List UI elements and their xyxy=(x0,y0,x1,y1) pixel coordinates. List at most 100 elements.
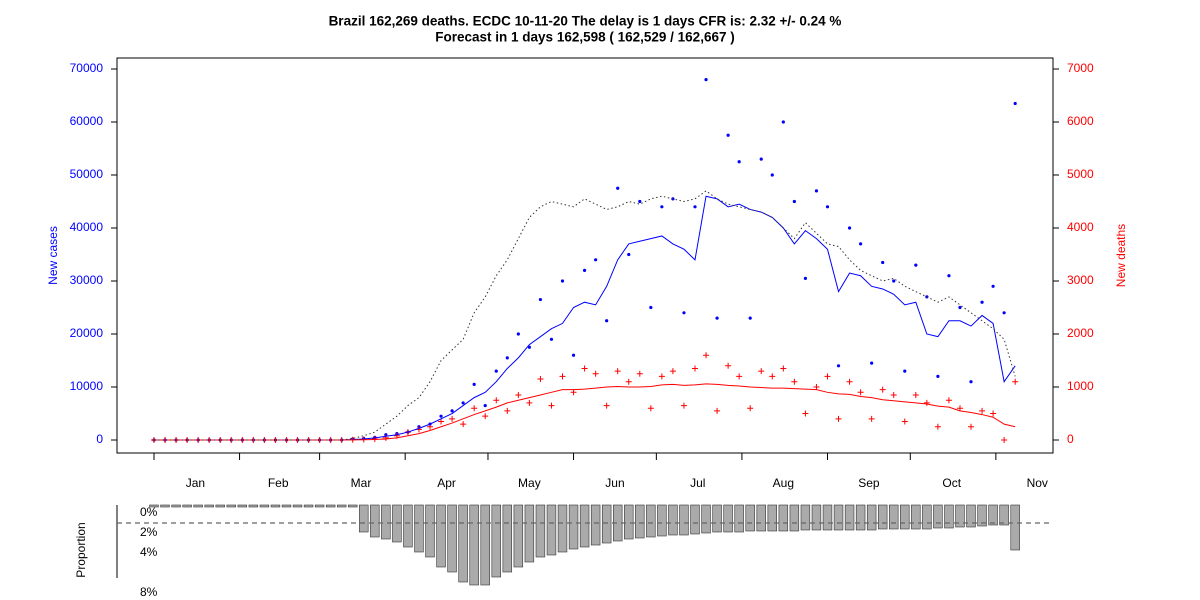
case-dot xyxy=(494,369,498,373)
death-cross xyxy=(647,405,654,412)
death-cross xyxy=(979,407,986,414)
proportion-bar xyxy=(336,504,347,508)
proportion-bar xyxy=(756,504,766,532)
death-cross xyxy=(846,378,853,385)
proportion-bar xyxy=(579,504,590,548)
proportion-bar xyxy=(877,504,888,530)
case-dot xyxy=(516,332,520,336)
case-dot xyxy=(627,252,631,257)
case-dot xyxy=(472,382,476,386)
proportion-bar xyxy=(458,504,468,583)
death-cross xyxy=(802,410,809,417)
proportion-bar xyxy=(789,504,800,532)
proportion-bar xyxy=(403,504,413,548)
death-cross xyxy=(680,402,687,409)
proportion-bar xyxy=(668,504,678,536)
death-cross xyxy=(868,415,875,422)
proportion-bar xyxy=(800,504,811,531)
proportion-bar xyxy=(204,504,214,508)
death-cross xyxy=(449,415,456,422)
proportion-bar xyxy=(513,504,524,568)
proportion-bar xyxy=(480,504,490,586)
death-cross xyxy=(901,418,908,425)
death-cross xyxy=(471,405,478,412)
proportion-bar xyxy=(833,504,844,531)
proportion-bar xyxy=(414,504,424,553)
y-tick-label: 60000 xyxy=(70,114,104,128)
death-cross xyxy=(725,362,732,369)
proportion-bar xyxy=(889,504,899,530)
case-dot xyxy=(505,356,509,360)
proportion-bar xyxy=(215,504,225,508)
proportion-bar xyxy=(988,504,998,526)
death-cross xyxy=(1012,378,1019,385)
death-cross xyxy=(515,391,522,398)
y2-tick-label: 1000 xyxy=(1067,379,1094,393)
death-cross xyxy=(603,402,610,409)
proportion-bar xyxy=(933,504,943,529)
death-cross xyxy=(835,415,842,422)
death-cross xyxy=(548,402,555,409)
death-cross xyxy=(427,423,434,430)
plot-frame xyxy=(116,57,1054,454)
death-cross xyxy=(493,397,500,404)
proportion-bar xyxy=(844,504,855,531)
case-dot xyxy=(527,345,531,349)
death-cross xyxy=(824,373,831,380)
proportion-bar xyxy=(900,504,910,530)
x-tick-label: Jun xyxy=(605,476,624,490)
case-dot xyxy=(483,403,487,408)
proportion-bar xyxy=(370,504,380,538)
case-dot xyxy=(549,337,554,341)
case-dot xyxy=(748,316,752,320)
proportion-bar xyxy=(381,504,391,540)
death-cross xyxy=(990,410,997,417)
proportion-bar xyxy=(348,504,358,508)
x-tick-label: Apr xyxy=(437,476,456,490)
y2-tick-label: 0 xyxy=(1067,432,1074,446)
death-cross xyxy=(581,365,588,372)
case-dot xyxy=(682,311,686,315)
y2-tick-label: 5000 xyxy=(1067,167,1094,181)
chart-subtitle: Forecast in 1 days 162,598 ( 162,529 / 1… xyxy=(435,30,734,45)
case-dot xyxy=(439,414,443,418)
case-dot xyxy=(1002,311,1006,315)
proportion-bar xyxy=(303,504,314,508)
y-tick-label: 20000 xyxy=(70,326,104,340)
proportion-bar xyxy=(292,504,303,508)
y-axis-label: Proportion xyxy=(74,522,88,577)
case-dot xyxy=(726,133,730,137)
proportion-bar xyxy=(248,504,259,508)
proportion-bar xyxy=(679,504,689,536)
proportion-bar xyxy=(701,504,711,534)
proportion-bar xyxy=(359,504,369,533)
death-cross xyxy=(956,405,963,412)
proportion-bar xyxy=(557,504,568,553)
death-cross xyxy=(537,376,544,383)
death-cross xyxy=(482,413,489,420)
death-cross xyxy=(780,365,787,372)
x-tick-label: Feb xyxy=(268,476,289,490)
proportion-bar xyxy=(822,504,833,531)
case-dot xyxy=(936,374,940,379)
case-dot xyxy=(384,433,388,437)
case-dot xyxy=(638,199,642,204)
proportion-bar xyxy=(657,504,667,537)
proportion-bar xyxy=(745,504,755,532)
proportion-bar xyxy=(270,504,281,508)
proportion-bar xyxy=(911,504,921,530)
death-cross xyxy=(559,373,566,380)
proportion-bar xyxy=(977,504,987,527)
case-dot xyxy=(958,305,962,310)
proportion-bar xyxy=(590,504,601,546)
y-tick-label: 50000 xyxy=(70,167,104,181)
death-cross xyxy=(460,421,467,428)
proportion-bar xyxy=(922,504,932,530)
case-dot xyxy=(605,319,609,323)
death-cross xyxy=(592,370,599,377)
death-cross xyxy=(923,399,930,406)
proportion-bar xyxy=(469,504,479,586)
proportion-bar xyxy=(314,504,325,508)
x-tick-label: Aug xyxy=(773,476,794,490)
